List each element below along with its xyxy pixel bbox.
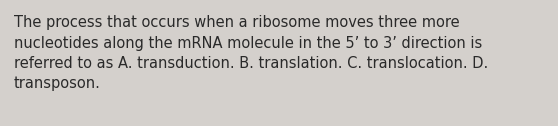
Text: The process that occurs when a ribosome moves three more
nucleotides along the m: The process that occurs when a ribosome … [14, 15, 488, 91]
